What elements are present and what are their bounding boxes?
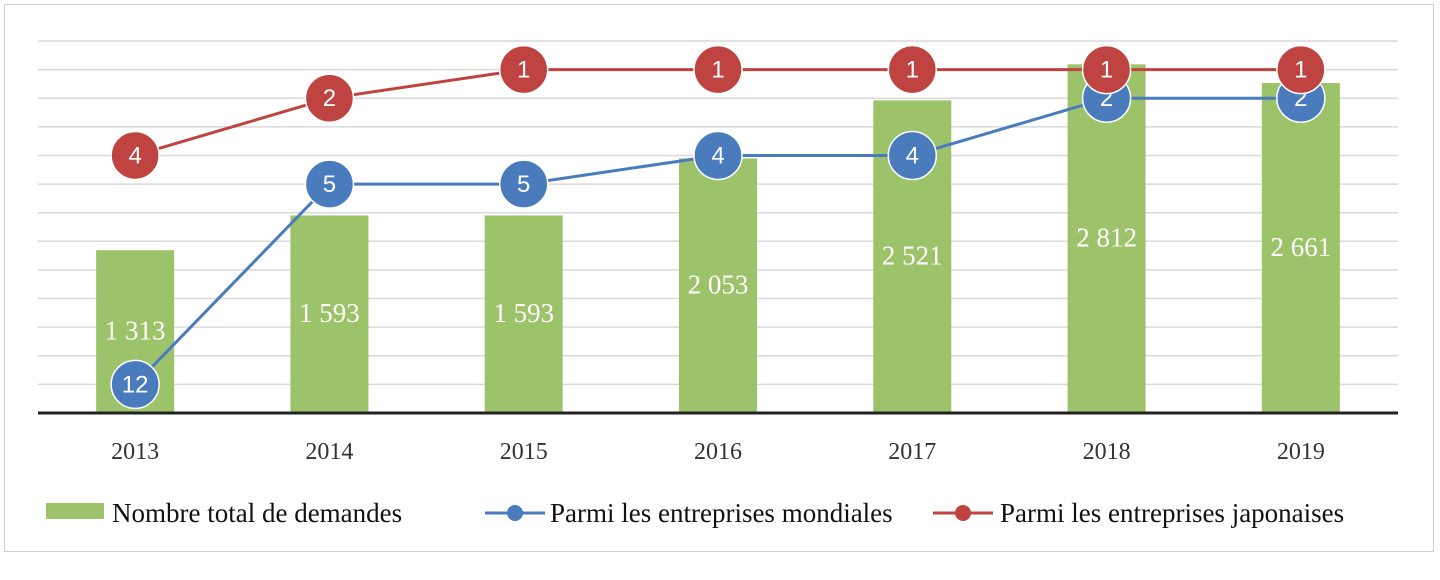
bar-data-label: 2 661 [1270,232,1331,262]
legend-label-total: Nombre total de demandes [112,498,402,528]
x-tick-label: 2017 [888,439,936,465]
data-point [1276,44,1326,95]
data-point [887,130,938,181]
x-tick-label: 2016 [694,439,742,465]
bar [484,215,563,413]
x-tick-label: 2019 [1277,439,1325,465]
series-world: 125 54 42 2 [110,73,1326,410]
legend-label-japan: Parmi les entreprises japonaises [1000,498,1344,528]
data-point-label: 12 [122,371,149,398]
data-point-label: 1 [1294,57,1307,84]
series-japan: 4 2 1 1 1 1 1 [110,44,1326,181]
legend: Nombre total de demandes Parmi les entre… [46,498,1344,528]
data-point-label: 5 [323,171,336,198]
bar [290,215,369,413]
data-point [887,44,938,95]
x-axis-ticks: 2013 2014 2015 2016 2017 2018 2019 [111,439,1325,465]
legend-swatch-total [46,503,104,519]
data-point-label: 4 [906,142,919,169]
data-point [498,159,549,209]
bar-series [96,64,1340,413]
bar-data-label: 2 053 [688,270,749,300]
legend-label-world: Parmi les entreprises mondiales [550,498,893,528]
data-point [1081,44,1132,95]
bar-data-label: 1 593 [493,298,554,328]
legend-marker-world [507,505,523,521]
data-point-label: 2 [323,85,336,112]
bar-data-labels: 1 313 1 593 1 593 2 053 2 521 2 812 2 661 [105,223,1331,346]
data-point-label: 1 [711,57,724,84]
legend-marker-japan [955,505,971,521]
bar [679,158,757,413]
x-tick-label: 2018 [1083,439,1131,465]
x-tick-label: 2014 [305,439,353,465]
data-point-label: 1 [517,57,530,84]
data-point-label: 1 [906,57,919,84]
data-point-label: 5 [517,171,530,198]
data-point-label: 4 [711,142,724,169]
bar-data-label: 1 313 [105,316,166,346]
data-point [498,44,549,95]
data-point [304,159,355,209]
bar-data-label: 2 812 [1076,223,1137,253]
data-point-label: 1 [1100,57,1113,84]
data-point [693,130,743,181]
data-point [693,44,743,95]
bar-data-label: 2 521 [882,241,943,271]
x-tick-label: 2015 [500,439,548,465]
data-point-label: 4 [128,142,141,169]
bar-data-label: 1 593 [299,298,360,328]
data-point [304,73,355,123]
data-point [110,130,160,181]
x-tick-label: 2013 [111,439,159,465]
data-point [110,359,160,410]
bar [1261,83,1340,413]
